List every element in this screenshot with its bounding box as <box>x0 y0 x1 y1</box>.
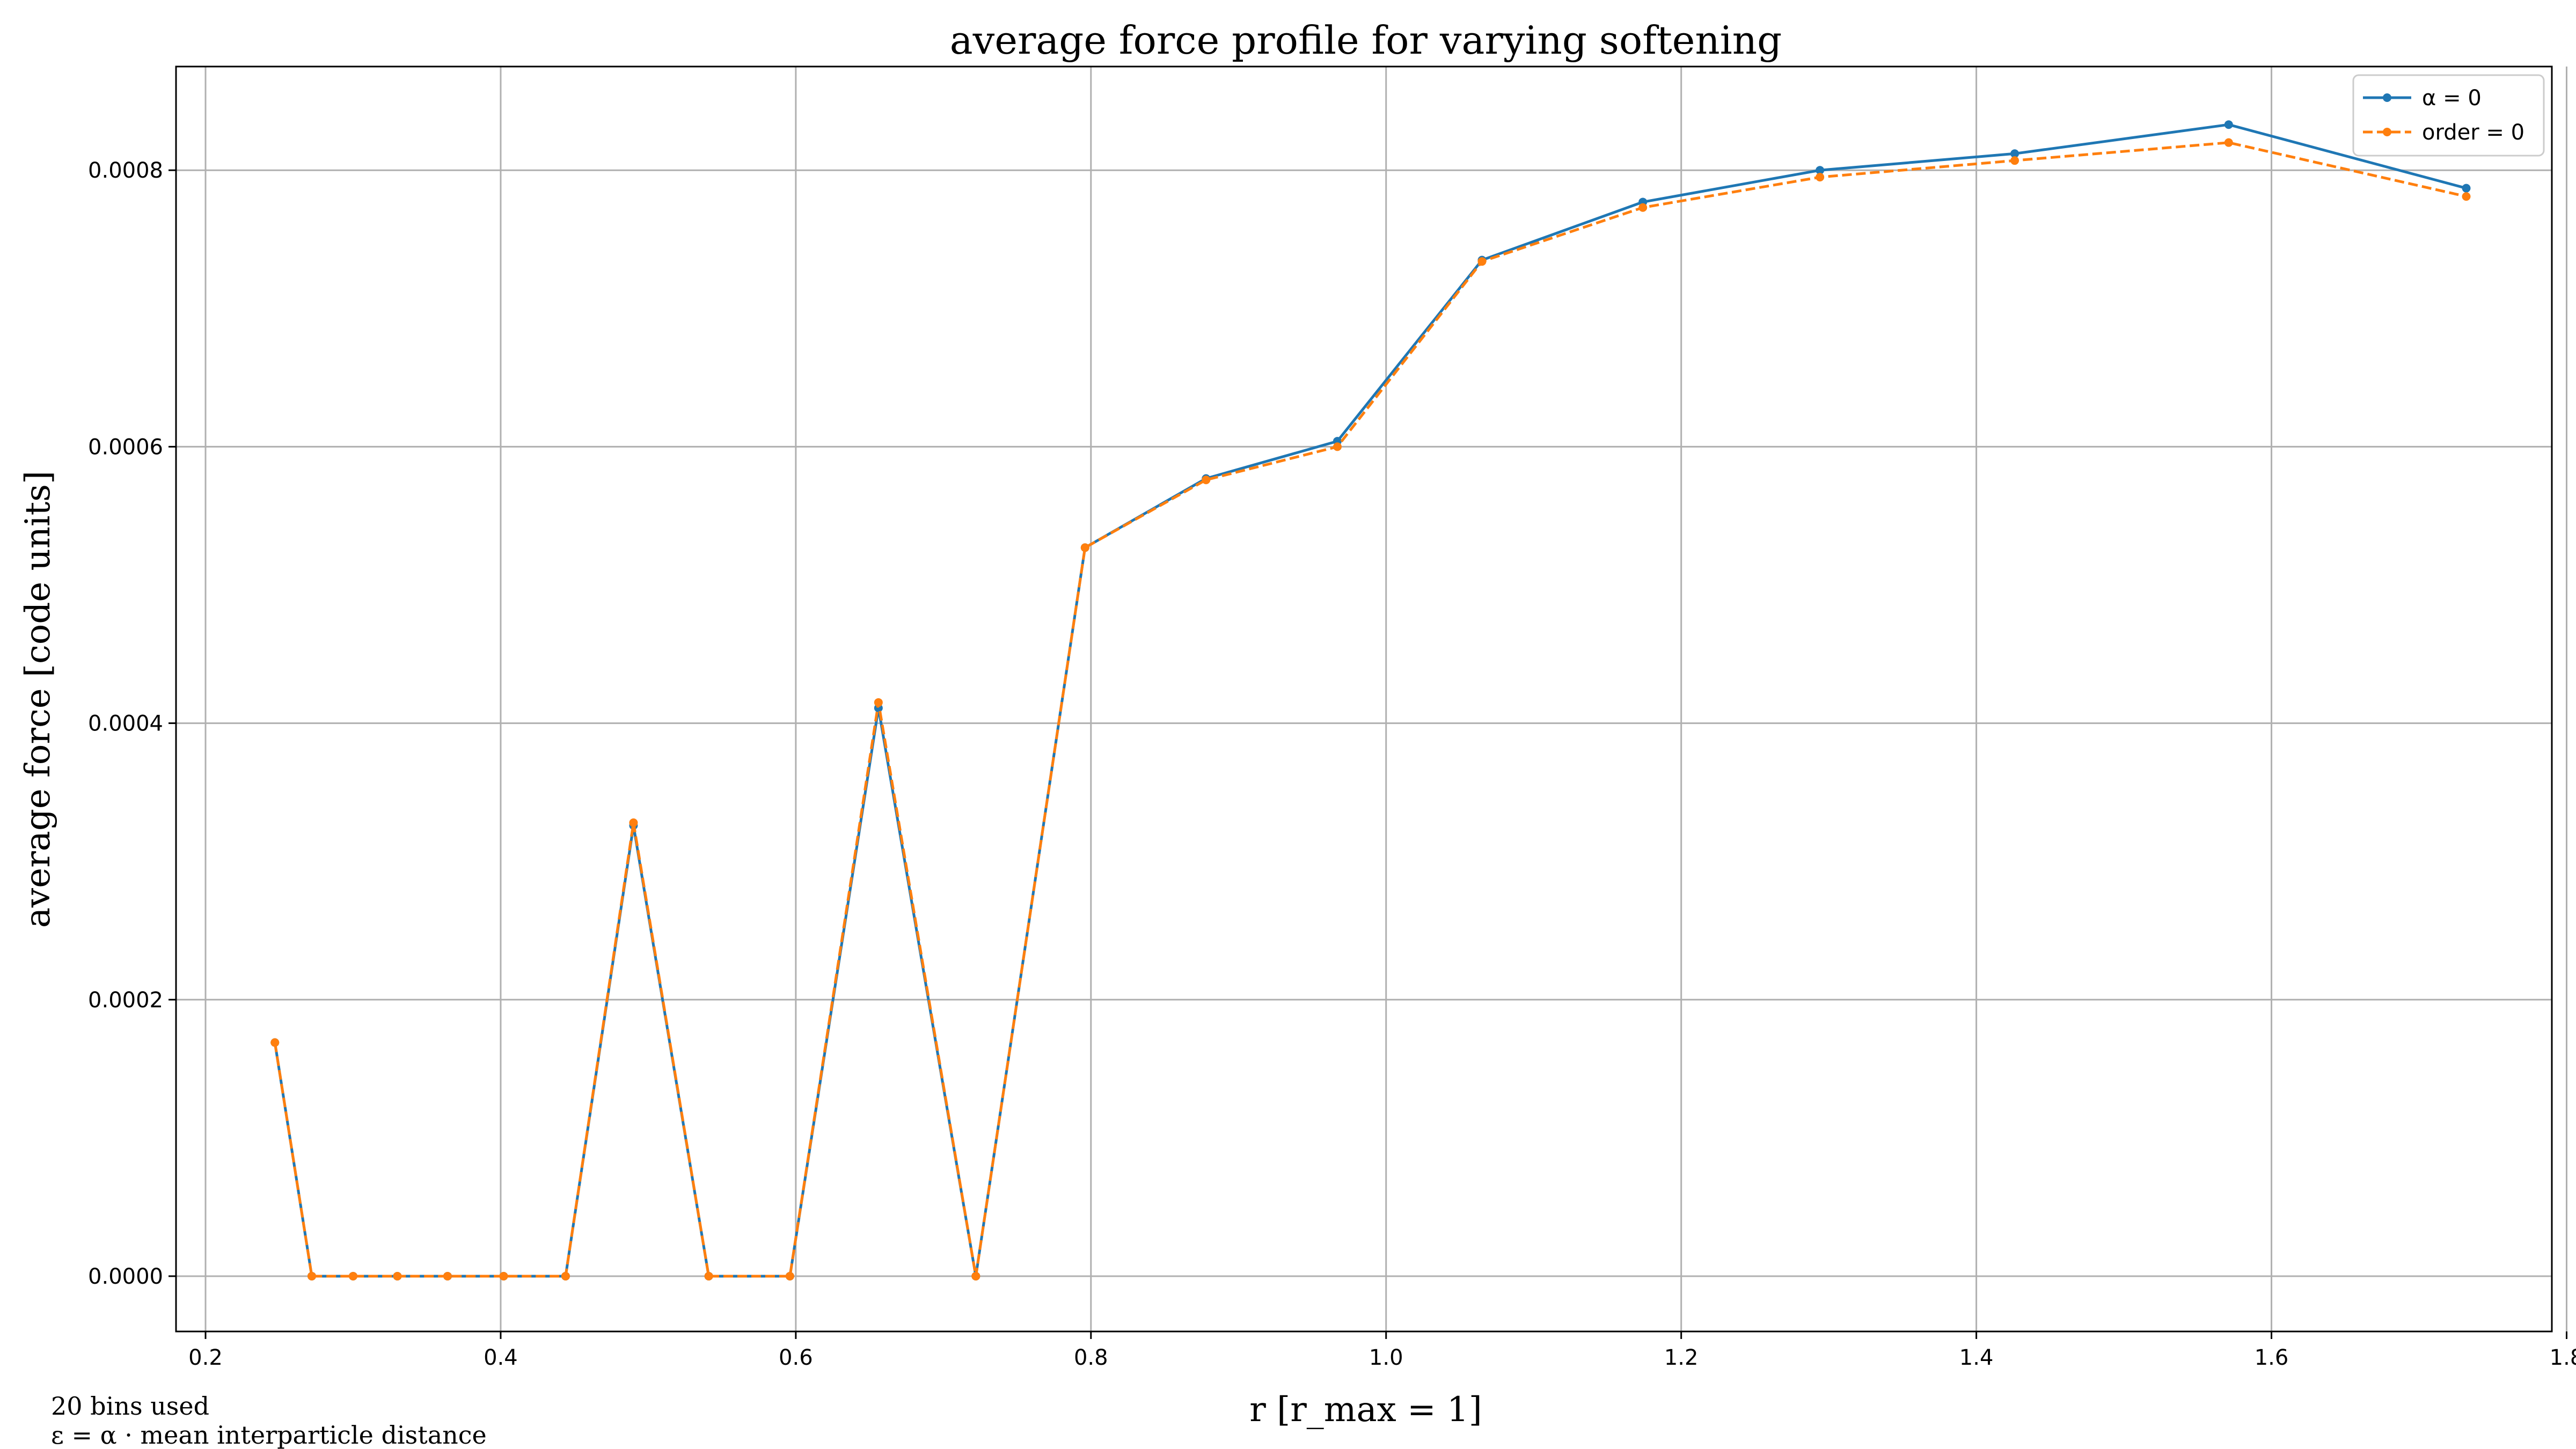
series-line-0 <box>273 123 2467 1278</box>
series-layer <box>270 120 2471 1280</box>
legend: α = 0 order = 0 <box>2352 74 2545 157</box>
series-0-point-20 <box>2462 184 2471 193</box>
x-tick-label-4: 1.0 <box>1369 1345 1403 1370</box>
y-tick-label-4: 0.0008 <box>88 158 163 183</box>
y-axis-label: average force [code units] <box>18 471 58 928</box>
series-1-point-19 <box>2224 138 2233 147</box>
series-0-point-17 <box>1816 166 1825 175</box>
series-0-point-19 <box>2224 120 2233 129</box>
series-1-point-16 <box>1638 203 1648 212</box>
ticks: 0.2 0.4 0.6 0.8 1.0 1.2 1.4 1.6 1.8 0.0000 0.0002 0… <box>88 158 2576 1370</box>
plot-frame <box>175 65 2553 1333</box>
legend-marker-1 <box>2383 128 2391 136</box>
series-1-point-4 <box>443 1271 452 1280</box>
bins-note: 20 bins used <box>51 1392 209 1421</box>
legend-marker-0 <box>2383 93 2391 102</box>
chart-title: average force profile for varying soften… <box>950 18 1782 63</box>
legend-label-0: α = 0 <box>2422 86 2482 111</box>
series-1-point-14 <box>1333 442 1342 451</box>
series-1-point-10 <box>874 698 883 707</box>
series-1-point-7 <box>629 818 638 828</box>
series-1-point-12 <box>1080 543 1089 552</box>
series-1-point-9 <box>785 1271 794 1280</box>
series-1-point-15 <box>1477 257 1487 266</box>
x-tick-label-7: 1.6 <box>2255 1345 2289 1370</box>
series-1-point-5 <box>499 1271 508 1280</box>
softening-note: ε = α · mean interparticle distance <box>51 1421 487 1449</box>
y-tick-label-2: 0.0004 <box>88 712 163 736</box>
y-tick-label-3: 0.0006 <box>88 435 163 459</box>
series-1-point-18 <box>2010 156 2019 165</box>
x-tick-label-8: 1.8 <box>2550 1345 2576 1370</box>
x-axis-label: r [r_max = 1] <box>1249 1390 1482 1430</box>
series-1-point-2 <box>348 1271 357 1280</box>
x-tick-label-6: 1.4 <box>1959 1345 1994 1370</box>
series-line-1 <box>273 141 2467 1278</box>
series-1-point-11 <box>971 1271 980 1280</box>
x-tick-label-2: 0.6 <box>779 1345 813 1370</box>
series-1-point-8 <box>704 1271 713 1280</box>
x-tick-label-5: 1.2 <box>1664 1345 1699 1370</box>
legend-box <box>2352 74 2545 157</box>
series-1-point-20 <box>2462 192 2471 201</box>
series-1-point-13 <box>1202 475 1211 485</box>
series-1-point-3 <box>393 1271 402 1280</box>
series-1-point-1 <box>307 1271 316 1280</box>
series-1-point-6 <box>561 1271 570 1280</box>
series-0-point-18 <box>2010 149 2019 158</box>
series-1-point-0 <box>270 1038 280 1047</box>
x-tick-label-1: 0.4 <box>484 1345 518 1370</box>
legend-label-1: order = 0 <box>2422 120 2524 145</box>
x-tick-label-0: 0.2 <box>188 1345 223 1370</box>
y-tick-label-1: 0.0002 <box>88 988 163 1013</box>
x-tick-label-3: 0.8 <box>1074 1345 1108 1370</box>
series-1-point-17 <box>1816 173 1825 182</box>
y-tick-label-0: 0.0000 <box>88 1264 163 1289</box>
grid <box>176 67 2567 1331</box>
